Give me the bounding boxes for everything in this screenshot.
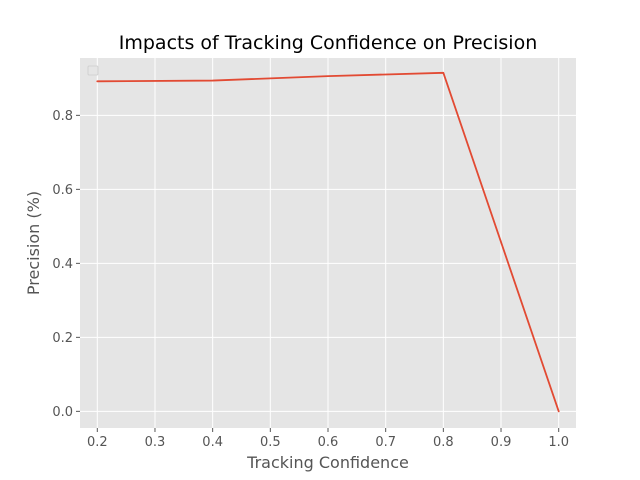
x-axis: 0.2 0.3 0.4 0.5 0.6 0.7 0.8 0.9 1.0: [87, 428, 569, 450]
x-tick-label: 0.9: [491, 435, 512, 450]
y-axis-label: Precision (%): [24, 191, 43, 295]
x-axis-label: Tracking Confidence: [246, 453, 409, 472]
y-tick-label: 0.0: [52, 405, 73, 420]
y-tick-label: 0.4: [52, 257, 73, 272]
y-tick-label: 0.8: [52, 109, 73, 124]
x-tick-label: 0.4: [202, 435, 223, 450]
x-tick-label: 0.5: [260, 435, 281, 450]
legend-box: [87, 65, 99, 76]
x-tick-label: 0.3: [145, 435, 166, 450]
chart-title: Impacts of Tracking Confidence on Precis…: [119, 32, 538, 54]
series-group: [96, 71, 560, 413]
x-tick-label: 1.0: [548, 435, 569, 450]
x-tick-label: 0.7: [375, 435, 396, 450]
y-axis: 0.0 0.2 0.4 0.6 0.8: [52, 109, 80, 420]
grid: [80, 58, 576, 428]
y-tick-label: 0.6: [52, 183, 73, 198]
y-tick-label: 0.2: [52, 331, 73, 346]
series-line: [96, 71, 560, 413]
x-tick-label: 0.6: [318, 435, 339, 450]
x-tick-label: 0.2: [87, 435, 108, 450]
x-tick-label: 0.8: [433, 435, 454, 450]
